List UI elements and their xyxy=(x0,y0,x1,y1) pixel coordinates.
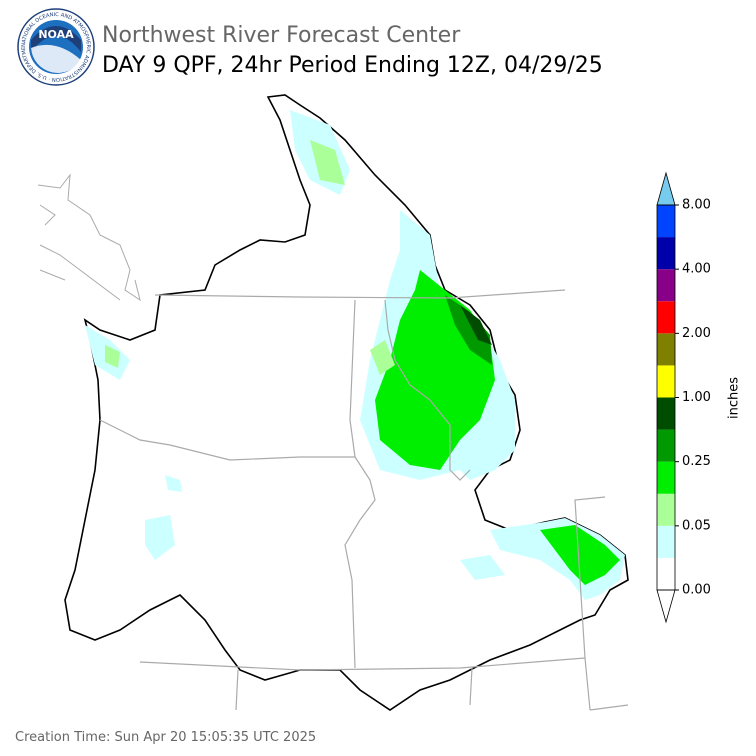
colorbar-tick-label: 2.00 xyxy=(682,326,711,341)
logo-label: NOAA xyxy=(38,28,74,41)
colorbar-segment xyxy=(657,237,675,270)
colorbar-tick-label: 8.00 xyxy=(682,198,711,213)
colorbar-segment xyxy=(657,205,675,238)
colorbar-segment xyxy=(657,365,675,398)
colorbar-tick-label: 4.00 xyxy=(682,262,711,277)
colorbar-segment xyxy=(657,461,675,494)
colorbar-segment xyxy=(657,269,675,302)
colorbar-tick-label: 1.00 xyxy=(682,390,711,405)
map-title: DAY 9 QPF, 24hr Period Ending 12Z, 04/29… xyxy=(102,53,603,78)
agency-title: Northwest River Forecast Center xyxy=(102,23,461,48)
colorbar-tick-label: 0.25 xyxy=(682,454,711,469)
colorbar-label: inches xyxy=(727,377,742,419)
colorbar-segment xyxy=(657,493,675,526)
colorbar-segment xyxy=(657,525,675,558)
colorbar-under xyxy=(656,589,676,624)
colorbar-over xyxy=(656,171,676,206)
basin-outline xyxy=(64,94,629,711)
colorbar-segment xyxy=(657,557,675,590)
colorbar-segment xyxy=(657,333,675,366)
precip-areas xyxy=(85,110,625,600)
noaa-logo: NATIONAL OCEANIC AND ATMOSPHERIC ADMINIS… xyxy=(0,0,95,86)
boundaries xyxy=(99,289,629,711)
colorbar-segment xyxy=(657,397,675,430)
creation-time: Creation Time: Sun Apr 20 15:05:35 UTC 2… xyxy=(15,730,316,745)
colorbar-segment xyxy=(657,301,675,334)
colorbar-tick-label: 0.05 xyxy=(682,518,711,533)
colorbar-tick-label: 0.00 xyxy=(682,583,711,598)
colorbar: 0.00 0.05 0.25 1.00 2.00 4.00 8.00 xyxy=(656,171,711,624)
coastline xyxy=(37,173,141,302)
colorbar-segment xyxy=(657,429,675,462)
